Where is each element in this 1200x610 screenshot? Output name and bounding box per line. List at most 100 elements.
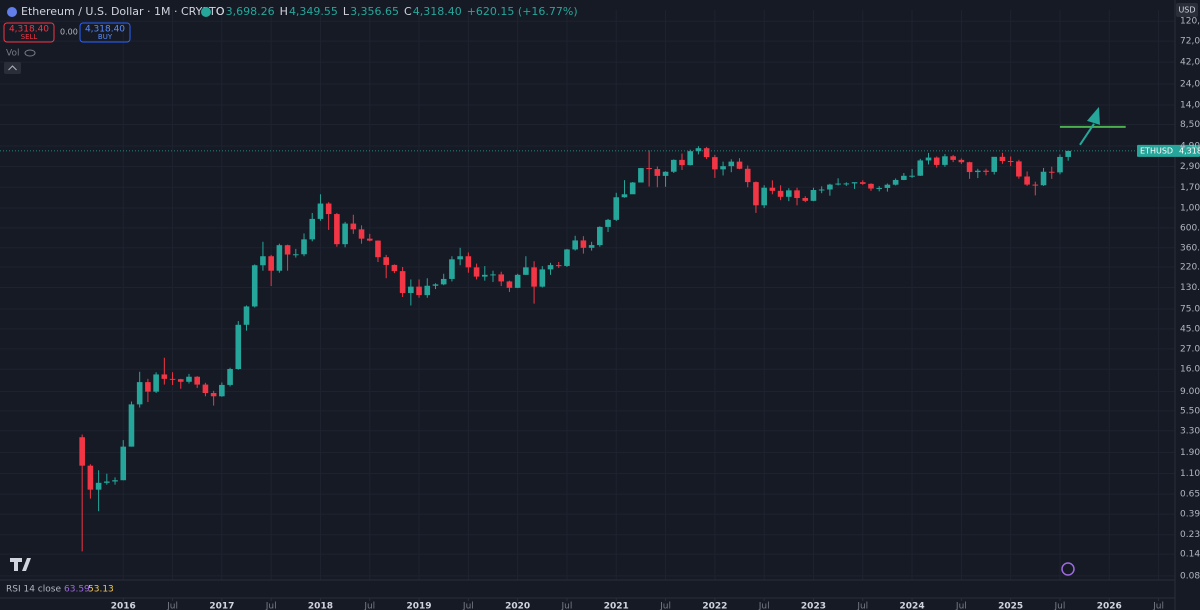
candle-body bbox=[646, 168, 652, 170]
candle-body bbox=[761, 187, 767, 206]
candle-body bbox=[851, 182, 858, 184]
y-tick-label: 0.08 bbox=[1180, 571, 1200, 581]
candle-body bbox=[243, 306, 250, 325]
tv-logo bbox=[10, 558, 31, 571]
y-tick-label: 42,000 bbox=[1180, 58, 1200, 68]
assistant-icon[interactable] bbox=[1061, 562, 1075, 576]
y-tick-label: 5.50 bbox=[1180, 406, 1200, 416]
candle-body bbox=[317, 203, 324, 219]
x-tick-label: Jul bbox=[1054, 602, 1066, 610]
candle-body bbox=[547, 265, 554, 270]
sell-label: SELL bbox=[21, 33, 38, 41]
x-tick-label: 2025 bbox=[998, 602, 1023, 610]
candle-body bbox=[186, 376, 192, 382]
candle-body bbox=[449, 259, 455, 279]
candle-body bbox=[276, 245, 283, 271]
indicator-value: 53.13 bbox=[88, 585, 114, 595]
candle-body bbox=[1007, 161, 1014, 163]
collapse-button[interactable] bbox=[4, 62, 21, 74]
candle-body bbox=[375, 240, 381, 258]
candle-body bbox=[465, 256, 472, 268]
y-tick-label: 600.00 bbox=[1180, 223, 1200, 233]
candle-body bbox=[917, 160, 924, 176]
candle-body bbox=[79, 437, 85, 466]
candle-body bbox=[293, 254, 299, 256]
candle-body bbox=[950, 156, 956, 160]
y-tick-label: 8,500 bbox=[1180, 120, 1200, 130]
ohlc-value: 4,318.40 bbox=[413, 5, 462, 18]
candle-body bbox=[613, 197, 620, 220]
candle-body bbox=[268, 256, 274, 271]
candle-body bbox=[859, 182, 866, 184]
volume-label: Vol bbox=[6, 49, 19, 59]
candle-body bbox=[876, 187, 882, 189]
y-tick-label: 130.00 bbox=[1180, 283, 1200, 293]
candle-body bbox=[720, 166, 726, 170]
candle-body bbox=[523, 267, 529, 275]
candle-body bbox=[251, 265, 258, 307]
x-tick-label: Jul bbox=[561, 602, 573, 610]
candle-body bbox=[933, 157, 940, 165]
candle-body bbox=[210, 393, 217, 397]
y-tick-label: 14,000 bbox=[1180, 101, 1200, 111]
ohlc-label: C bbox=[404, 5, 412, 18]
candle-body bbox=[383, 257, 389, 265]
x-tick-label: Jul bbox=[1152, 602, 1164, 610]
x-tick-label: 2016 bbox=[111, 602, 136, 610]
buy-label: BUY bbox=[98, 33, 113, 41]
candle-body bbox=[605, 219, 611, 227]
candle-body bbox=[794, 190, 800, 199]
candle-body bbox=[991, 156, 998, 172]
candle-body bbox=[145, 382, 151, 392]
symbol-title: Ethereum / U.S. Dollar · 1M · CRYPTO bbox=[21, 5, 225, 18]
sell-button[interactable] bbox=[3, 22, 55, 43]
buy-button[interactable] bbox=[79, 22, 131, 43]
candle-body bbox=[284, 245, 291, 255]
ohlc-label: O bbox=[216, 5, 225, 18]
candle-body bbox=[892, 179, 899, 185]
candle-body bbox=[408, 286, 414, 293]
candle-body bbox=[309, 218, 316, 240]
candle-body bbox=[695, 148, 702, 152]
candle-body bbox=[169, 378, 176, 380]
candle-body bbox=[136, 382, 143, 405]
x-tick-label: Jul bbox=[462, 602, 474, 610]
candle-body bbox=[120, 446, 127, 481]
candle-body bbox=[219, 384, 225, 397]
y-tick-label: 220.00 bbox=[1180, 263, 1200, 273]
ohlc-legend: O 3,698.26 H 4,349.55 L 3,356.65 C 4,318.40 +620… bbox=[216, 5, 578, 18]
candle-body bbox=[301, 239, 307, 255]
market-status bbox=[201, 7, 211, 17]
currency-button[interactable] bbox=[1176, 3, 1198, 17]
candle-body bbox=[572, 240, 578, 250]
chevron-icon bbox=[8, 65, 17, 71]
x-tick-label: 2022 bbox=[702, 602, 727, 610]
y-tick-label: 0.14 bbox=[1180, 550, 1200, 560]
sell-price: 4,318.40 bbox=[9, 25, 49, 35]
candle-body bbox=[514, 274, 521, 288]
candle-body bbox=[753, 182, 759, 206]
candle-body bbox=[227, 368, 233, 385]
x-tick-label: Jul bbox=[265, 602, 277, 610]
hide-icon[interactable] bbox=[24, 49, 36, 57]
candle-body bbox=[1016, 161, 1022, 177]
candle-body bbox=[564, 249, 570, 266]
ohlc-value: 3,698.26 bbox=[226, 5, 275, 18]
candle-body bbox=[235, 324, 242, 369]
candle-body bbox=[687, 151, 694, 166]
candle-body bbox=[1032, 184, 1039, 186]
candle-body bbox=[161, 374, 168, 379]
arrow bbox=[1079, 123, 1095, 146]
candle-body bbox=[194, 376, 201, 385]
candle-body bbox=[490, 274, 496, 276]
y-tick-label: 72,000 bbox=[1180, 37, 1200, 47]
candle-body bbox=[958, 159, 965, 163]
candle-body bbox=[777, 190, 784, 197]
y-tick-label: 1.10 bbox=[1180, 469, 1200, 479]
y-tick-label: 2,900 bbox=[1180, 162, 1200, 172]
candle-body bbox=[769, 187, 776, 191]
x-tick-label: Jul bbox=[955, 602, 967, 610]
y-tick-label: 27.00 bbox=[1180, 344, 1200, 354]
